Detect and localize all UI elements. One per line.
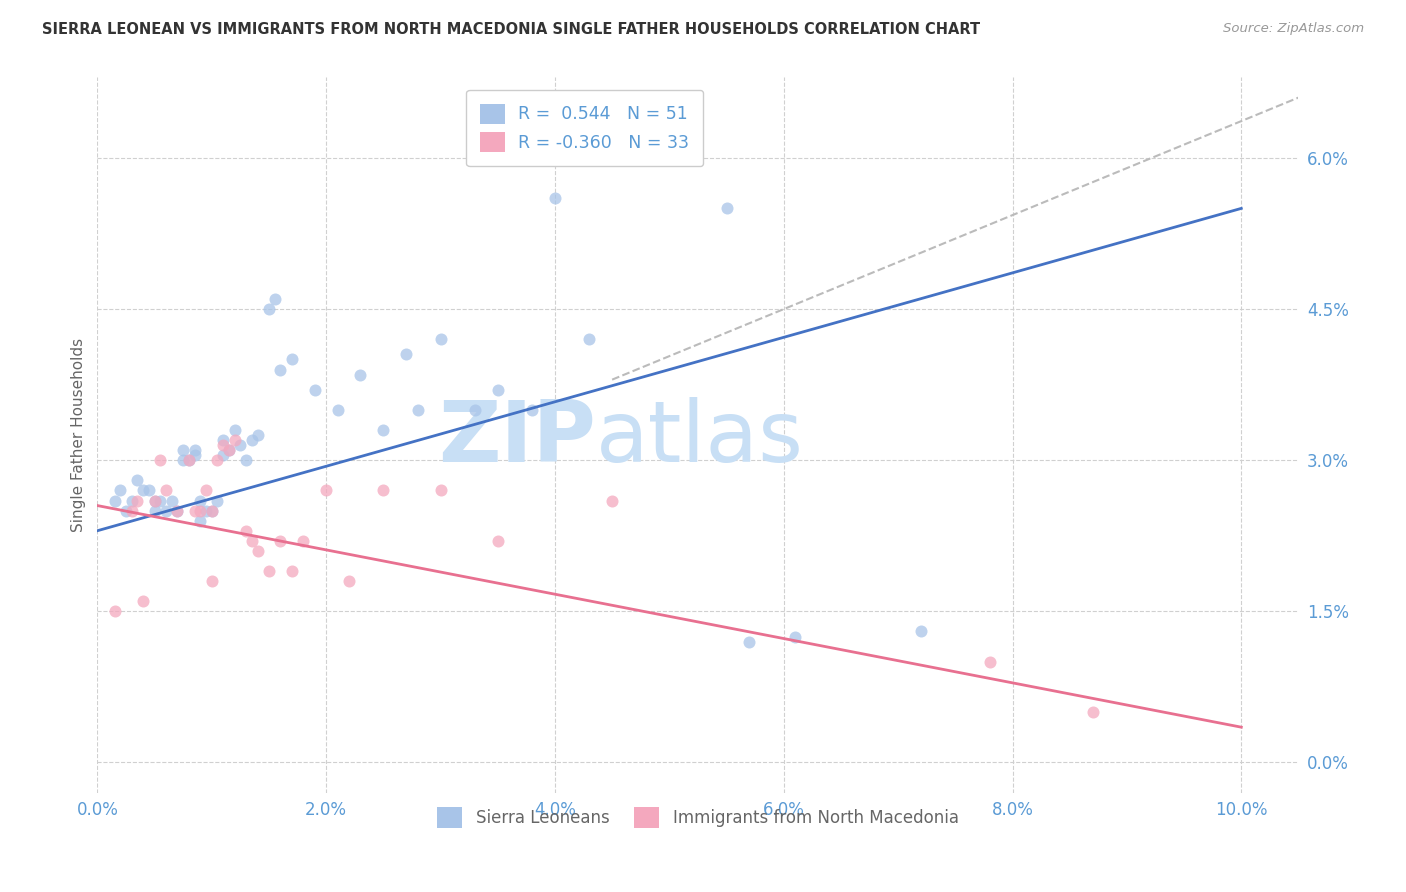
Point [115,503,138,517]
Point [183,448,205,462]
Point [326,402,349,417]
Point [600,493,623,508]
Point [177,453,200,467]
Point [486,533,509,548]
Point [910,624,932,639]
Point [121,493,143,508]
Point [544,191,567,205]
Text: atlas: atlas [596,397,804,480]
Point [218,443,240,458]
Point [138,483,160,498]
Point [235,453,257,467]
Point [155,503,177,517]
Point [183,503,205,517]
Point [207,493,229,508]
Point [172,443,194,458]
Point [304,383,326,397]
Point [212,433,235,447]
Point [738,634,761,648]
Point [240,433,263,447]
Point [395,347,418,361]
Point [224,423,246,437]
Point [246,428,269,442]
Point [177,453,200,467]
Point [212,448,235,462]
Point [246,544,269,558]
Point [235,524,257,538]
Point [979,655,1001,669]
Point [257,302,280,317]
Point [315,483,337,498]
Text: ZIP: ZIP [439,397,596,480]
Point [281,352,304,367]
Text: Source: ZipAtlas.com: Source: ZipAtlas.com [1223,22,1364,36]
Point [263,292,285,306]
Point [240,533,263,548]
Point [373,483,395,498]
Point [195,483,218,498]
Point [337,574,360,588]
Point [121,503,143,517]
Point [224,433,246,447]
Point [166,503,188,517]
Point [127,474,149,488]
Point [218,443,240,458]
Point [520,402,543,417]
Point [143,493,166,508]
Point [1081,705,1104,719]
Point [269,533,291,548]
Y-axis label: Single Father Households: Single Father Households [72,338,86,533]
Point [103,604,125,618]
Point [149,453,172,467]
Point [292,533,315,548]
Point [127,493,149,508]
Point [188,514,211,528]
Point [195,503,218,517]
Point [406,402,429,417]
Point [149,493,172,508]
Point [183,443,205,458]
Point [155,483,177,498]
Point [785,630,807,644]
Point [188,503,211,517]
Point [166,503,188,517]
Point [201,574,224,588]
Point [172,453,194,467]
Text: SIERRA LEONEAN VS IMMIGRANTS FROM NORTH MACEDONIA SINGLE FATHER HOUSEHOLDS CORRE: SIERRA LEONEAN VS IMMIGRANTS FROM NORTH … [42,22,980,37]
Point [110,483,132,498]
Point [349,368,371,382]
Point [160,493,183,508]
Point [578,332,600,346]
Point [229,438,252,452]
Point [132,594,155,608]
Legend: Sierra Leoneans, Immigrants from North Macedonia: Sierra Leoneans, Immigrants from North M… [430,801,966,834]
Point [201,503,224,517]
Point [201,503,224,517]
Point [143,503,166,517]
Point [269,362,291,376]
Point [486,383,509,397]
Point [373,423,395,437]
Point [132,483,155,498]
Point [281,564,304,578]
Point [716,202,738,216]
Point [464,402,486,417]
Point [429,332,451,346]
Point [143,493,166,508]
Point [212,438,235,452]
Point [207,453,229,467]
Point [429,483,451,498]
Point [188,493,211,508]
Point [257,564,280,578]
Point [103,493,125,508]
